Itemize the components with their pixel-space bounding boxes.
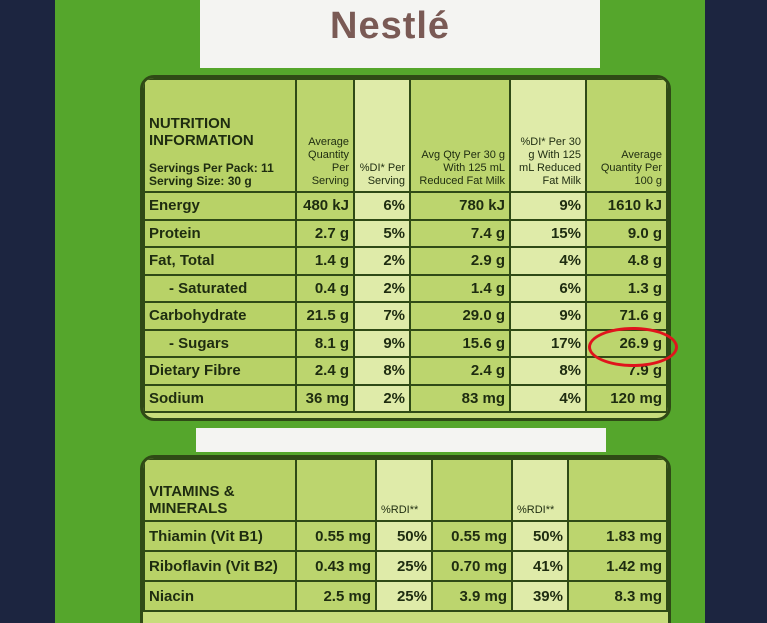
- value-cell: 17%: [509, 328, 587, 358]
- value-cell: 1.42 mg: [567, 550, 668, 582]
- column-header: Average Quantity Per 100 g: [585, 78, 668, 193]
- row-label: - Saturated: [143, 273, 297, 303]
- value-cell: 0.55 mg: [295, 520, 377, 552]
- table-row: Fat, Total 1.4 g 2% 2.9 g 4% 4.8 g: [143, 246, 668, 276]
- value-cell: 0.43 mg: [295, 550, 377, 582]
- value-cell: 5%: [353, 218, 411, 248]
- nutrition-panel: NUTRITION INFORMATION Servings Per Pack:…: [140, 75, 671, 421]
- value-cell: 7%: [353, 301, 411, 331]
- value-cell: 9.0 g: [585, 218, 668, 248]
- table-row: Energy 480 kJ 6% 780 kJ 9% 1610 kJ: [143, 191, 668, 221]
- row-label: - Sugars: [143, 328, 297, 358]
- table-row: Dietary Fibre 2.4 g 8% 2.4 g 8% 7.9 g: [143, 356, 668, 386]
- row-label: Sodium: [143, 383, 297, 413]
- value-cell: 2.9 g: [409, 246, 511, 276]
- column-header: %RDI**: [511, 458, 569, 522]
- vitamins-panel: VITAMINS & MINERALS %RDI** %RDI** Thiamin…: [140, 455, 671, 623]
- column-header: %DI* Per Serving: [353, 78, 411, 193]
- value-cell: 1.4 g: [295, 246, 355, 276]
- value-cell: 21.5 g: [295, 301, 355, 331]
- value-cell: 15.6 g: [409, 328, 511, 358]
- table-row: Thiamin (Vit B1) 0.55 mg 50% 0.55 mg 50% 1.83…: [143, 520, 668, 552]
- value-cell: 41%: [511, 550, 569, 582]
- row-label: Carbohydrate: [143, 301, 297, 331]
- row-label: Riboflavin (Vit B2): [143, 550, 297, 582]
- row-label: Protein: [143, 218, 297, 248]
- value-cell: 8.3 mg: [567, 580, 668, 612]
- white-panel: [200, 0, 600, 68]
- value-cell: 2%: [353, 273, 411, 303]
- value-cell: 1.4 g: [409, 273, 511, 303]
- value-cell: 3.9 mg: [431, 580, 513, 612]
- table-row: Riboflavin (Vit B2) 0.43 mg 25% 0.70 mg 41% 1…: [143, 550, 668, 582]
- value-cell: 120 mg: [585, 383, 668, 413]
- nutrition-table: NUTRITION INFORMATION Servings Per Pack:…: [143, 78, 668, 413]
- column-header: %DI* Per 30 g With 125 mL Reduced Fat Mi…: [509, 78, 587, 193]
- header-cell: NUTRITION INFORMATION Servings Per Pack:…: [143, 78, 297, 193]
- value-cell: 4.8 g: [585, 246, 668, 276]
- value-cell: 0.4 g: [295, 273, 355, 303]
- value-cell: 8.1 g: [295, 328, 355, 358]
- value-cell: 0.55 mg: [431, 520, 513, 552]
- value-cell: 50%: [375, 520, 433, 552]
- white-panel: [196, 428, 606, 452]
- value-cell: 9%: [509, 301, 587, 331]
- value-cell: 8%: [353, 356, 411, 386]
- header-cell: VITAMINS & MINERALS: [143, 458, 297, 522]
- value-cell: 4%: [509, 246, 587, 276]
- column-header: %RDI**: [375, 458, 433, 522]
- column-header: Average Quantity Per Serving: [295, 78, 355, 193]
- value-cell: 29.0 g: [409, 301, 511, 331]
- value-cell: 1.3 g: [585, 273, 668, 303]
- value-cell: 50%: [511, 520, 569, 552]
- table-title: VITAMINS & MINERALS: [149, 483, 235, 517]
- value-cell: 2.7 g: [295, 218, 355, 248]
- value-cell: 15%: [509, 218, 587, 248]
- value-cell: 25%: [375, 550, 433, 582]
- value-cell: 36 mg: [295, 383, 355, 413]
- row-label: Thiamin (Vit B1): [143, 520, 297, 552]
- value-cell: 39%: [511, 580, 569, 612]
- brand-logo: Nestlé: [330, 5, 451, 47]
- row-label: Niacin: [143, 580, 297, 612]
- value-cell: 71.6 g: [585, 301, 668, 331]
- row-label: Fat, Total: [143, 246, 297, 276]
- row-label: Energy: [143, 191, 297, 221]
- value-cell: 2.5 mg: [295, 580, 377, 612]
- table-row: - Saturated 0.4 g 2% 1.4 g 6% 1.3 g: [143, 273, 668, 303]
- value-cell: 1610 kJ: [585, 191, 668, 221]
- value-cell: 480 kJ: [295, 191, 355, 221]
- value-cell: 2%: [353, 383, 411, 413]
- table-row: Niacin 2.5 mg 25% 3.9 mg 39% 8.3 mg: [143, 580, 668, 612]
- column-header: [567, 458, 668, 522]
- value-cell: 2.4 g: [409, 356, 511, 386]
- row-label: Dietary Fibre: [143, 356, 297, 386]
- value-cell: 8%: [509, 356, 587, 386]
- value-cell: 6%: [353, 191, 411, 221]
- value-cell: 2%: [353, 246, 411, 276]
- value-cell: 2.4 g: [295, 356, 355, 386]
- value-cell: 4%: [509, 383, 587, 413]
- value-cell: 0.70 mg: [431, 550, 513, 582]
- highlight-circle: [588, 327, 678, 367]
- value-cell: 780 kJ: [409, 191, 511, 221]
- value-cell: 9%: [509, 191, 587, 221]
- table-row: Protein 2.7 g 5% 7.4 g 15% 9.0 g: [143, 218, 668, 248]
- value-cell: 1.83 mg: [567, 520, 668, 552]
- servings: Servings Per Pack: 11: [149, 161, 274, 175]
- value-cell: 83 mg: [409, 383, 511, 413]
- vitamins-table: VITAMINS & MINERALS %RDI** %RDI** Thiamin…: [143, 458, 668, 612]
- value-cell: 6%: [509, 273, 587, 303]
- serving-size: Serving Size: 30 g: [149, 174, 252, 188]
- column-header: [431, 458, 513, 522]
- column-header: Avg Qty Per 30 g With 125 mL Reduced Fat…: [409, 78, 511, 193]
- table-row: Carbohydrate 21.5 g 7% 29.0 g 9% 71.6 g: [143, 301, 668, 331]
- column-header: [295, 458, 377, 522]
- value-cell: 9%: [353, 328, 411, 358]
- value-cell: 25%: [375, 580, 433, 612]
- table-title: NUTRITION INFORMATION: [149, 115, 254, 149]
- value-cell: 7.4 g: [409, 218, 511, 248]
- table-row: Sodium 36 mg 2% 83 mg 4% 120 mg: [143, 383, 668, 413]
